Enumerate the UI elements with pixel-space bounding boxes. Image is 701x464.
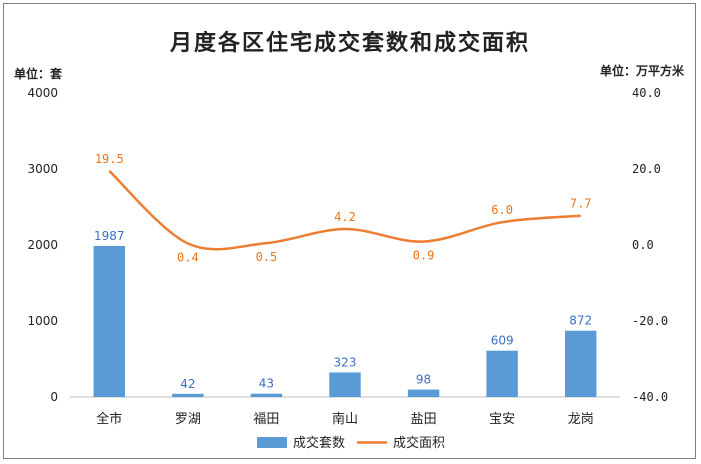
category-label: 罗湖: [175, 412, 201, 427]
category-label: 南山: [332, 411, 358, 427]
right-axis-unit: 单位：万平方米: [600, 63, 685, 78]
legend: 成交套数 成交面积: [257, 435, 445, 451]
bar-data-label: 1987: [94, 229, 125, 243]
line-data-label: 19.5: [95, 152, 124, 166]
category-labels: 全市 罗湖 福田 南山 盐田 宝安 龙岗: [96, 411, 593, 427]
bar: [486, 350, 518, 397]
legend-bar-swatch: [257, 437, 287, 448]
bar: [250, 393, 283, 397]
right-tick-label: -20.0: [632, 314, 668, 328]
bar-series: 1987 42 43 323 98 609 872: [93, 229, 597, 397]
left-tick-label: 2000: [27, 238, 58, 252]
line-series: 19.5 0.4 0.5 4.2 0.9 6.0 7.7: [95, 152, 592, 265]
line-data-label: 0.5: [256, 250, 278, 264]
bar-data-label: 42: [180, 377, 195, 391]
bar-data-label: 872: [569, 314, 592, 328]
left-tick-label: 0: [50, 390, 58, 404]
bar: [329, 372, 361, 397]
legend-bar-label: 成交套数: [293, 435, 345, 451]
left-tick-label: 4000: [27, 86, 58, 100]
area-line: [108, 169, 581, 251]
bar: [407, 389, 440, 397]
left-axis-unit: 单位：套: [14, 66, 63, 81]
bar: [565, 330, 597, 397]
left-tick-label: 1000: [27, 314, 58, 328]
right-tick-label: 0.0: [632, 238, 654, 252]
category-label: 盐田: [411, 412, 437, 427]
line-data-label: 7.7: [570, 197, 592, 211]
right-tick-label: -40.0: [632, 390, 668, 404]
bar: [172, 393, 204, 397]
bar: [93, 245, 125, 397]
axes: 0 1000 2000 3000 4000 -40.0 -20.0 0.0 20.0 40.0: [27, 86, 668, 404]
line-data-label: 0.4: [177, 250, 199, 264]
category-label: 宝安: [489, 412, 515, 427]
legend-line-label: 成交面积: [393, 435, 445, 451]
category-label: 福田: [253, 412, 279, 427]
category-label: 龙岗: [568, 412, 594, 427]
bar-data-label: 609: [491, 334, 514, 348]
right-tick-label: 40.0: [632, 86, 661, 100]
category-label: 全市: [96, 411, 122, 427]
line-data-label: 0.9: [413, 249, 435, 263]
bar-data-label: 43: [259, 377, 274, 391]
bar-data-label: 323: [334, 355, 357, 369]
bar-data-label: 98: [416, 373, 431, 387]
chart-title: 月度各区住宅成交套数和成交面积: [169, 30, 530, 56]
line-data-label: 4.2: [334, 210, 356, 224]
left-tick-label: 3000: [27, 162, 58, 176]
right-tick-label: 20.0: [632, 162, 661, 176]
line-data-label: 6.0: [491, 203, 513, 217]
